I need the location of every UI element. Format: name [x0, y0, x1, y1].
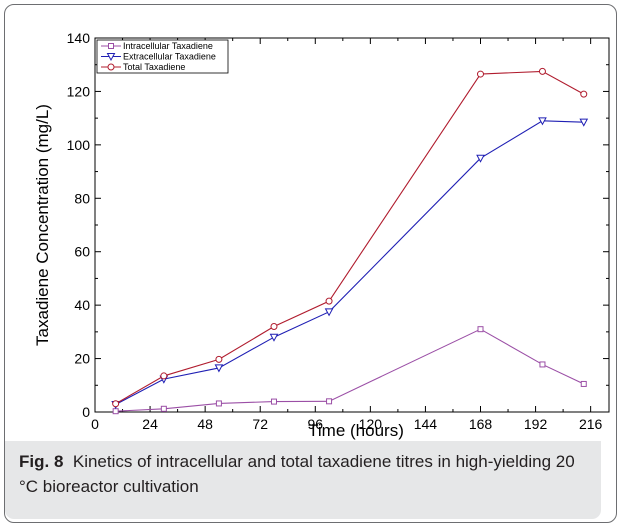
x-tick-label: 216 [579, 416, 603, 432]
series-line [115, 120, 584, 406]
data-point [160, 405, 167, 412]
data-point [539, 361, 546, 368]
data-point [112, 400, 120, 408]
data-point [270, 398, 277, 405]
legend-entry: Intracellular Taxadiene [123, 41, 213, 51]
series-layer [111, 67, 589, 415]
legend-marker [108, 43, 114, 49]
caption-text: Kinetics of intracellular and total taxa… [19, 452, 575, 496]
x-axis-label: Time (hours) [308, 421, 404, 440]
x-tick-label: 120 [359, 416, 383, 432]
y-tick-label: 20 [74, 351, 90, 367]
data-point [112, 408, 119, 415]
y-tick-label: 100 [67, 137, 91, 153]
y-tick-label: 80 [74, 190, 90, 206]
x-tick-label: 144 [414, 416, 438, 432]
x-tick-label: 72 [252, 416, 268, 432]
data-point [580, 380, 587, 387]
y-axis-label: Taxadiene Concentration (mg/L) [33, 104, 52, 346]
data-point [326, 398, 333, 405]
data-point [270, 323, 278, 331]
data-point [215, 400, 222, 407]
data-point [325, 297, 333, 305]
axes [94, 37, 610, 413]
x-ticks: 0 24 48 72 96 120 144 168 192 216 [91, 38, 603, 432]
y-ticks: 0 20 40 60 80 100 120 140 [67, 30, 609, 420]
y-tick-label: 120 [67, 83, 91, 99]
data-point [538, 117, 547, 126]
legend-marker [107, 63, 115, 71]
data-point [214, 364, 224, 373]
series-intracellular-taxadiene [112, 326, 587, 415]
x-tick-label: 0 [91, 416, 99, 432]
data-point [477, 70, 484, 78]
chart: 0 24 48 72 96 120 144 168 192 216 0 20 40 60 80 100 120… [33, 30, 610, 440]
figure-frame [4, 4, 617, 523]
data-point [269, 333, 279, 342]
figure-label: Fig. 8 [19, 452, 64, 471]
legend-marker [106, 53, 116, 62]
y-tick-label: 40 [74, 297, 90, 313]
series-total-taxadiene [112, 67, 588, 408]
series-line [115, 70, 585, 405]
series-line [115, 328, 584, 412]
data-point [579, 118, 589, 127]
legend-entry: Extracellular Taxadiene [123, 52, 216, 62]
x-tick-label: 96 [307, 416, 323, 432]
legend-entry: Total Taxadiene [123, 62, 185, 72]
data-point [324, 308, 334, 317]
x-tick-label: 48 [197, 416, 213, 432]
data-point [538, 67, 546, 75]
y-tick-label: 60 [74, 244, 90, 260]
data-point [476, 154, 485, 163]
series-extracellular-taxadiene [111, 117, 589, 410]
data-point [580, 90, 588, 98]
plot-border [94, 37, 610, 413]
x-tick-label: 192 [524, 416, 548, 432]
y-tick-label: 140 [67, 30, 91, 46]
x-tick-label: 168 [469, 416, 493, 432]
data-point [160, 372, 168, 380]
data-point [215, 355, 223, 363]
x-tick-label: 24 [142, 416, 158, 432]
y-tick-label: 0 [82, 404, 90, 420]
data-point [477, 326, 484, 333]
figure-caption: Fig. 8 Kinetics of intracellular and tot… [5, 441, 601, 519]
